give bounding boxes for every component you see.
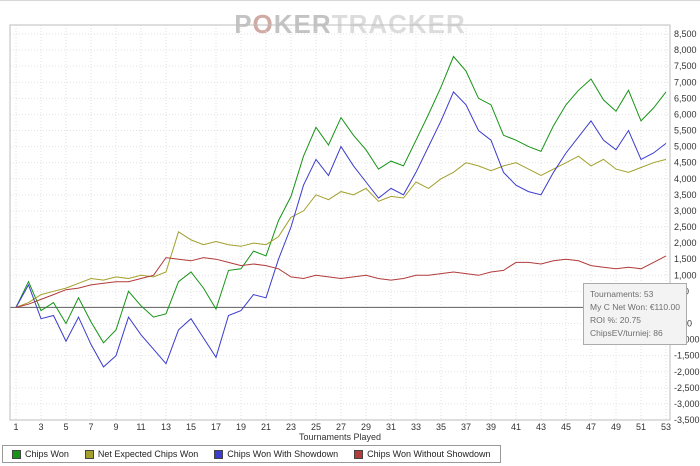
legend-label: Net Expected Chips Won — [97, 449, 199, 459]
legend-label: Chips Won — [25, 449, 69, 459]
y-tick-label: 3,000 — [674, 206, 697, 216]
x-axis-title: Tournaments Played — [298, 432, 382, 442]
x-tick-label: 17 — [211, 422, 221, 432]
y-tick-label: 5,500 — [674, 126, 697, 136]
y-tick-label: 6,000 — [674, 109, 697, 119]
legend-swatch-icon — [354, 449, 364, 459]
y-tick-label: 8,000 — [674, 45, 697, 55]
legend-label: Chips Won Without Showdown — [367, 449, 491, 459]
x-tick-label: 21 — [261, 422, 271, 432]
x-tick-label: 49 — [611, 422, 621, 432]
x-tick-label: 31 — [386, 422, 396, 432]
x-tick-label: 15 — [186, 422, 196, 432]
y-tick-label: -3,000 — [674, 399, 700, 409]
legend-swatch-icon — [84, 449, 94, 459]
legend-item-chips-won-without-showdown[interactable]: Chips Won Without Showdown — [354, 449, 491, 459]
poker-chip-o-icon: O — [252, 9, 274, 39]
legend-item-chips-won-with-showdown[interactable]: Chips Won With Showdown — [214, 449, 338, 459]
logo-letter-p: P — [234, 9, 253, 39]
x-tick-label: 53 — [661, 422, 671, 432]
y-tick-label: -2,000 — [674, 367, 700, 377]
legend-swatch-icon — [12, 449, 21, 459]
y-tick-label: 7,500 — [674, 61, 697, 71]
y-tick-label: 4,500 — [674, 158, 697, 168]
x-tick-label: 43 — [536, 422, 546, 432]
series-line-chips-won — [15, 55, 667, 344]
y-tick-label: 1,500 — [674, 254, 697, 264]
x-tick-label: 5 — [63, 422, 68, 432]
x-tick-label: 9 — [113, 422, 118, 432]
chart-legend: Chips Won Net Expected Chips Won Chips Won… — [2, 445, 501, 463]
y-tick-label: -2,500 — [674, 383, 700, 393]
y-tick-label: 5,000 — [674, 142, 697, 152]
tooltip-tournaments: Tournaments: 53 — [590, 289, 654, 299]
legend-item-chips-won[interactable]: Chips Won — [12, 449, 69, 459]
x-tick-label: 3 — [38, 422, 43, 432]
x-tick-label: 7 — [88, 422, 93, 432]
y-tick-label: 6,500 — [674, 93, 697, 103]
y-tick-label: 8,500 — [674, 29, 697, 39]
x-tick-label: 19 — [236, 422, 246, 432]
plot-border — [9, 24, 671, 421]
series-line-chips-won-without-showdown — [15, 255, 667, 308]
y-tick-label: 2,000 — [674, 238, 697, 248]
x-tick-label: 29 — [361, 422, 371, 432]
x-tick-label: 27 — [336, 422, 346, 432]
y-tick-label: 2,500 — [674, 222, 697, 232]
x-tick-label: 11 — [136, 422, 145, 432]
legend-label: Chips Won With Showdown — [227, 449, 339, 459]
y-tick-label: -3,500 — [674, 415, 700, 425]
x-tick-label: 41 — [511, 422, 521, 432]
legend-item-net-expected-chips-won[interactable]: Net Expected Chips Won — [84, 449, 199, 459]
y-tick-label: 7,000 — [674, 77, 697, 87]
x-tick-label: 47 — [586, 422, 596, 432]
legend-swatch-icon — [214, 449, 224, 459]
x-tick-label: 45 — [561, 422, 571, 432]
x-tick-label: 51 — [636, 422, 646, 432]
x-tick-label: 39 — [486, 422, 496, 432]
tooltip-chips-ev: ChipsEV/turniej: 86 — [590, 328, 663, 338]
series-line-chips-won-with-showdown — [15, 91, 667, 368]
tooltip-net-won: My C Net Won: €110.00 — [590, 302, 680, 312]
stats-tooltip: Tournaments: 53 My C Net Won: €110.00 RO… — [583, 283, 687, 345]
y-tick-label: 4,000 — [674, 174, 697, 184]
tooltip-roi: ROI %: 20.75 — [590, 315, 642, 325]
x-tick-label: 33 — [411, 422, 421, 432]
y-tick-label: 1,000 — [674, 270, 697, 280]
x-tick-label: 35 — [436, 422, 446, 432]
y-tick-label: 3,500 — [674, 190, 697, 200]
tournament-results-line-chart: 1 3 5 7 9 11 13 15 17 19 21 23 25 27 29 31 33 35 37 39 41 43 4… — [9, 24, 700, 432]
x-tick-label: 1 — [13, 422, 18, 432]
y-tick-label: -1,500 — [674, 351, 700, 361]
series-line-net-expected-chips-won — [15, 155, 667, 308]
x-tick-label: 25 — [311, 422, 321, 432]
x-tick-label: 37 — [461, 422, 471, 432]
x-tick-label: 23 — [286, 422, 296, 432]
x-tick-label: 13 — [161, 422, 171, 432]
